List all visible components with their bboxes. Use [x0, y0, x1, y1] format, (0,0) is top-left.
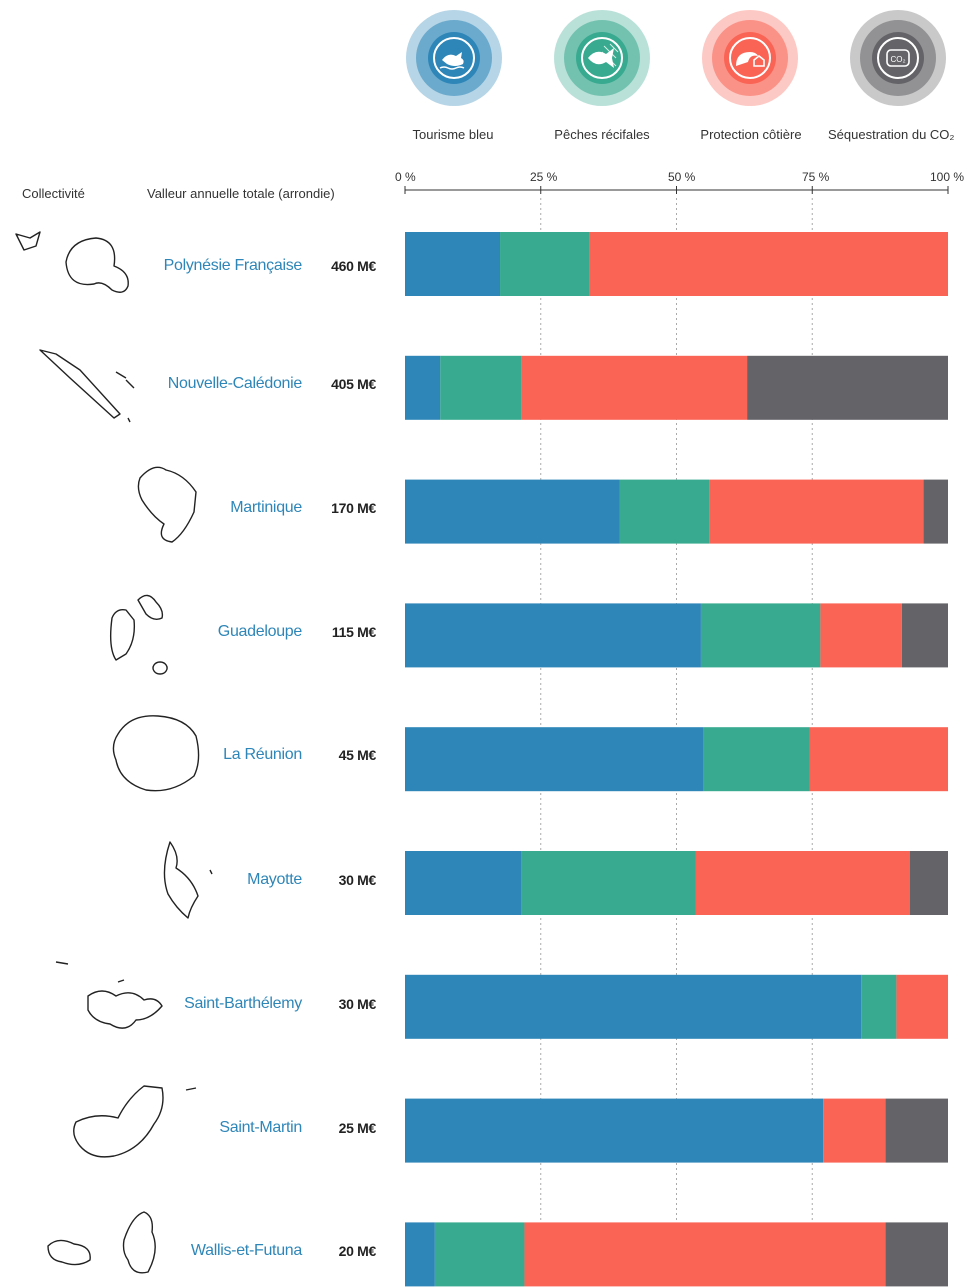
island-outline — [39, 349, 135, 423]
island-outline — [73, 1085, 197, 1158]
bar-segment — [405, 727, 704, 792]
row-name: La Réunion — [223, 746, 302, 763]
x-tick-label: 0 % — [395, 170, 416, 184]
x-tick-label: 50 % — [668, 170, 696, 184]
wave-house-icon — [700, 8, 800, 113]
co2-cloud-icon: CO₂ — [848, 8, 948, 113]
bar-segment — [823, 1098, 886, 1163]
bar-segment — [809, 727, 948, 792]
island-outline — [47, 1211, 156, 1274]
bar-segment — [440, 355, 522, 420]
bar-segment — [703, 727, 810, 792]
row-total: 30 M€ — [338, 996, 377, 1012]
bar-segment — [434, 1222, 525, 1287]
bar-segment — [695, 851, 910, 915]
legend-label-sequestration: Séquestration du CO₂ — [828, 127, 955, 142]
row-total: 45 M€ — [338, 747, 377, 763]
x-tick-label: 25 % — [530, 170, 558, 184]
island-outline — [163, 841, 213, 919]
row-name: Martinique — [230, 499, 302, 516]
island-outline — [15, 231, 129, 293]
bar-segment — [405, 355, 441, 420]
bar-segment — [405, 232, 501, 296]
row-name: Mayotte — [247, 871, 302, 888]
row-total: 20 M€ — [338, 1243, 377, 1259]
bar-segment — [820, 603, 902, 668]
bar-segment — [700, 603, 821, 668]
bar-segment — [901, 603, 948, 668]
fish-net-icon — [552, 8, 652, 113]
valeur-header: Valleur annuelle totale (arrondie) — [147, 186, 335, 201]
bar-segment — [405, 1222, 435, 1287]
island-outline — [112, 715, 200, 792]
bar-segment — [861, 974, 897, 1039]
bar-segment — [521, 851, 696, 915]
bar-segment — [405, 479, 620, 544]
island-outline — [55, 961, 163, 1029]
bar-segment — [909, 851, 948, 915]
row-total: 170 M€ — [331, 500, 376, 516]
bar-segment — [405, 851, 522, 915]
row-total: 25 M€ — [338, 1120, 377, 1136]
row-total: 460 M€ — [331, 258, 376, 274]
bar-segment — [709, 479, 924, 544]
x-tick-label: 100 % — [930, 170, 965, 184]
row-total: 30 M€ — [338, 872, 377, 888]
svg-text:CO₂: CO₂ — [890, 55, 905, 64]
row-name: Wallis-et-Futuna — [190, 1242, 302, 1259]
collectivite-header: Collectivité — [22, 186, 85, 201]
legend-label-protection: Protection côtière — [700, 127, 802, 142]
island-outline — [137, 466, 197, 543]
bar-segment — [923, 479, 948, 544]
bar-segment — [885, 1098, 948, 1163]
bar-segment — [524, 1222, 886, 1287]
diver-fish-icon — [404, 8, 504, 113]
bar-segment — [405, 974, 862, 1039]
row-name: Polynésie Française — [163, 257, 303, 274]
row-name: Nouvelle-Calédonie — [167, 375, 303, 392]
row-name: Saint-Barthélemy — [184, 995, 302, 1012]
row-name: Saint-Martin — [219, 1119, 302, 1136]
bar-segment — [500, 232, 590, 296]
bar-segment — [405, 603, 701, 668]
bar-segment — [747, 355, 948, 420]
bar-segment — [521, 355, 748, 420]
legend-label-tourisme: Tourisme bleu — [412, 127, 494, 142]
bar-segment — [619, 479, 710, 544]
bar-segment — [405, 1098, 824, 1163]
row-total: 115 M€ — [331, 624, 376, 640]
bar-segment — [885, 1222, 948, 1287]
row-name: Guadeloupe — [217, 623, 303, 640]
bar-segment — [589, 232, 948, 296]
x-tick-label: 75 % — [802, 170, 830, 184]
bar-segment — [896, 974, 948, 1039]
legend-label-peches: Pêches récifales — [554, 127, 650, 142]
row-total: 405 M€ — [331, 376, 376, 392]
island-outline — [109, 594, 168, 675]
